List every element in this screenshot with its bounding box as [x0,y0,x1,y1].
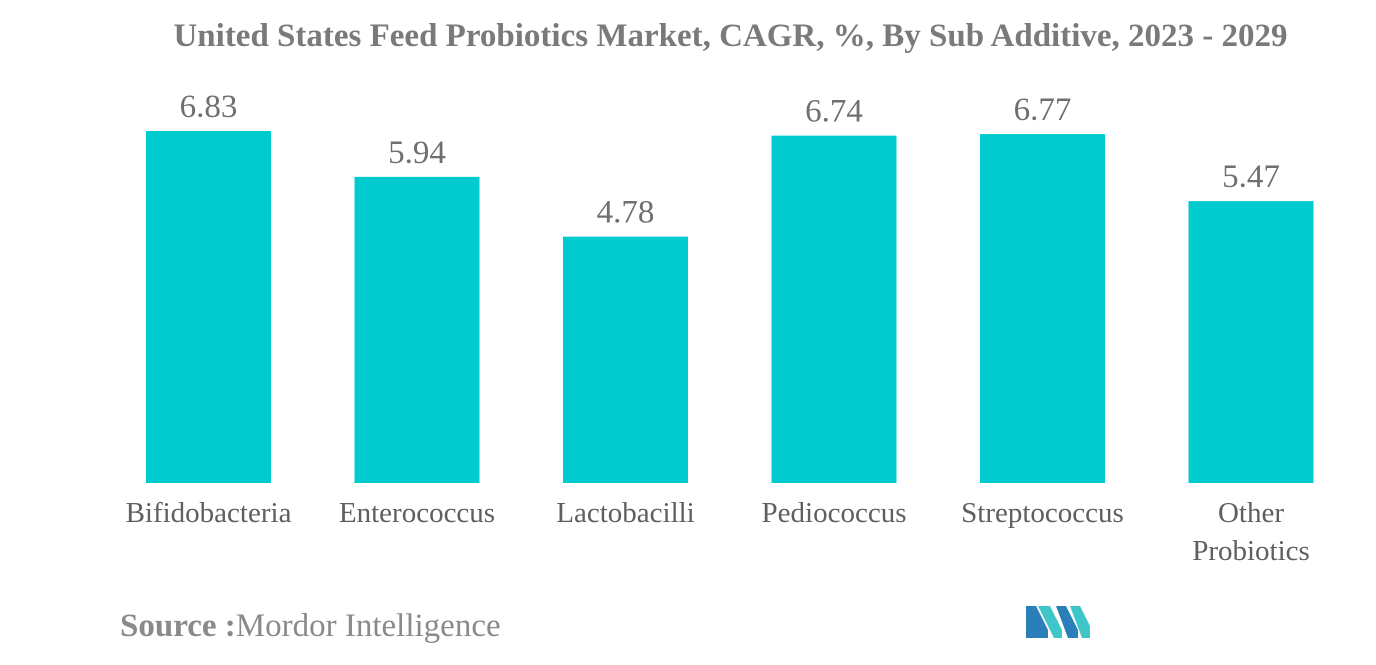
source-label: Source : [120,608,236,644]
value-label-1: 5.94 [388,135,446,171]
chart-title: United States Feed Probiotics Market, CA… [173,18,1288,54]
value-label-3: 6.74 [805,94,863,130]
bar-3 [771,135,897,483]
source-value: Mordor Intelligence [235,608,501,644]
bar-4 [980,134,1105,484]
bar-1 [354,176,480,483]
category-label-5-line-1: Probiotics [1192,535,1310,567]
category-label-2: Lactobacilli [556,497,695,529]
category-label-1: Enterococcus [339,497,495,529]
value-label-2: 4.78 [597,195,655,231]
value-label-0: 6.83 [180,89,238,125]
source-note: Source :Mordor Intelligence [120,608,501,645]
category-label-0: Bifidobacteria [126,497,292,529]
bar-0 [146,131,271,483]
category-label-5-line-0: Other [1218,497,1284,529]
category-label-3: Pediococcus [762,497,907,529]
mordor-intelligence-logo-icon [1026,606,1090,638]
value-label-5: 5.47 [1222,159,1280,195]
bar-2 [563,236,688,483]
value-label-4: 6.77 [1014,92,1072,128]
bar-5 [1188,201,1314,484]
category-label-4: Streptococcus [961,497,1124,529]
